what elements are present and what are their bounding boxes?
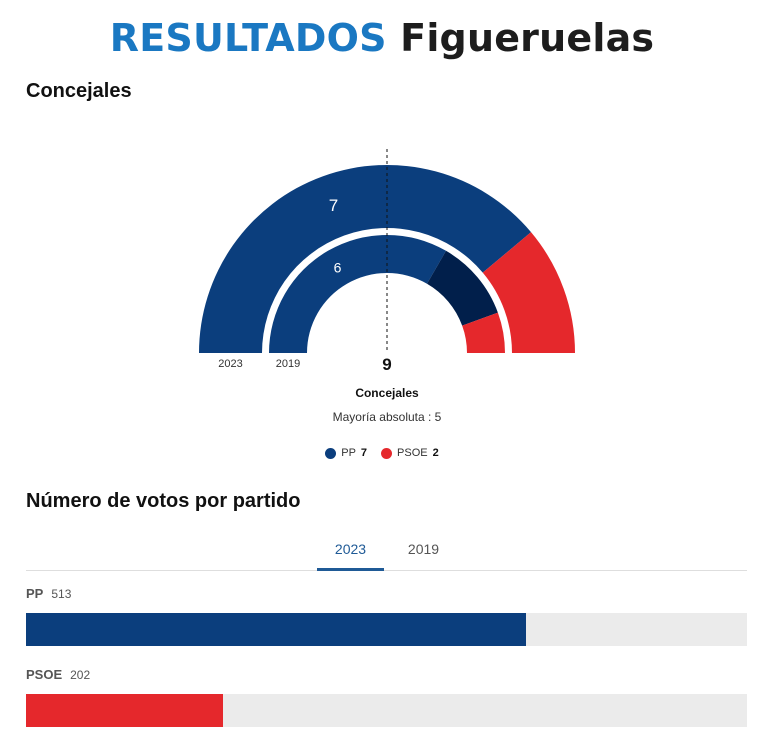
seat-arc-2023-pp bbox=[199, 165, 532, 353]
seat-arc-2019-psoe bbox=[462, 312, 505, 353]
legend-seats-pp: 7 bbox=[360, 447, 368, 459]
vote-party-label: PSOE bbox=[26, 667, 63, 682]
legend-item-pp: PP 7 bbox=[325, 447, 367, 459]
tab-2023[interactable]: 2023 bbox=[317, 538, 384, 571]
ring-year-label-2019: 2019 bbox=[276, 358, 300, 370]
majority-text: Mayoría absoluta : 5 bbox=[332, 410, 442, 424]
vote-row-header: PSOE 202 bbox=[26, 667, 747, 685]
concejales-section-title: Concejales bbox=[26, 80, 132, 102]
votos-section-title: Número de votos por partido bbox=[26, 490, 301, 512]
legend-item-psoe: PSOE 2 bbox=[381, 447, 439, 459]
seat-label-2023-pp: 7 bbox=[329, 196, 338, 215]
seats-legend: PP 7 PSOE 2 bbox=[0, 447, 764, 459]
title-city: Figueruelas bbox=[400, 16, 655, 60]
vote-bar-track bbox=[26, 694, 747, 727]
seat-label-2019-pp: 6 bbox=[334, 259, 342, 275]
vote-row-header: PP 513 bbox=[26, 586, 747, 604]
legend-dot-psoe bbox=[381, 447, 393, 459]
ring-year-label-2023: 2023 bbox=[218, 358, 242, 370]
title-accent: RESULTADOS bbox=[109, 16, 387, 60]
legend-dot-pp bbox=[325, 447, 337, 459]
vote-row-pp: PP 513 bbox=[26, 586, 747, 646]
vote-bar-psoe bbox=[26, 694, 223, 727]
seat-arc-2019-pp bbox=[269, 235, 446, 353]
legend-party-pp: PP bbox=[341, 447, 356, 459]
vote-bar-pp bbox=[26, 613, 526, 646]
seat-arc-2023-psoe bbox=[482, 232, 575, 353]
vote-bar-track bbox=[26, 613, 747, 646]
hemicycle-chart: 7 2023 6 2019 bbox=[199, 149, 575, 370]
page-title: RESULTADOS Figueruelas bbox=[0, 16, 764, 60]
vote-party-label: PP bbox=[26, 586, 44, 601]
vote-row-psoe: PSOE 202 bbox=[26, 667, 747, 727]
tab-2019[interactable]: 2019 bbox=[407, 541, 440, 557]
total-seats-number: 9 bbox=[382, 355, 392, 374]
vote-count-label: 513 bbox=[51, 587, 72, 601]
legend-party-psoe: PSOE bbox=[397, 447, 428, 459]
legend-seats-psoe: 2 bbox=[432, 447, 439, 459]
vote-count-label: 202 bbox=[70, 668, 91, 682]
year-tabs: 2023 2019 bbox=[26, 538, 747, 571]
total-seats-label: Concejales bbox=[355, 386, 419, 400]
seat-arc-2019-other bbox=[427, 250, 498, 326]
